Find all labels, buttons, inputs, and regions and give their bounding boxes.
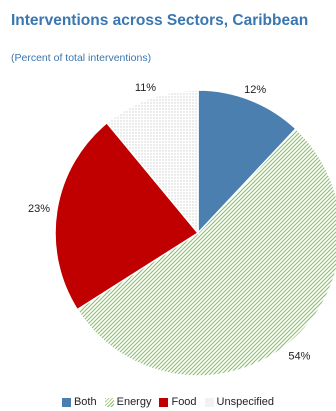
- pie-slice-unspecified: [105, 89, 199, 236]
- data-label-food: 23%: [28, 203, 50, 215]
- legend-item-food: Food: [159, 396, 197, 408]
- legend-swatch-unspecified: [204, 397, 214, 407]
- data-label-both: 12%: [244, 84, 266, 96]
- legend-item-both: Both: [61, 396, 97, 408]
- chart-subtitle: (Percent of total interventions): [11, 52, 152, 64]
- legend-label-unspecified: Unspecified: [216, 396, 275, 408]
- legend-label-both: Both: [73, 396, 97, 408]
- legend-item-energy: Energy: [104, 396, 152, 408]
- pie-slice-both: [197, 89, 297, 235]
- legend-swatch-both: [61, 397, 71, 407]
- legend-label-energy: Energy: [116, 396, 152, 408]
- legend-swatch-energy: [104, 397, 114, 407]
- legend-label-food: Food: [171, 396, 197, 408]
- data-label-energy: 54%: [288, 351, 310, 363]
- chart-legend: Both Energy Food Unspecified: [0, 396, 336, 408]
- data-label-unspecified: 11%: [135, 82, 156, 94]
- pie-slice-food: [54, 121, 200, 311]
- pie-chart: 12% 54% 23% 11%: [28, 82, 336, 377]
- legend-swatch-food: [159, 397, 169, 407]
- pie-slice-energy: [76, 127, 336, 377]
- chart-title: Interventions across Sectors, Caribbean: [11, 12, 309, 29]
- legend-item-unspecified: Unspecified: [204, 396, 275, 408]
